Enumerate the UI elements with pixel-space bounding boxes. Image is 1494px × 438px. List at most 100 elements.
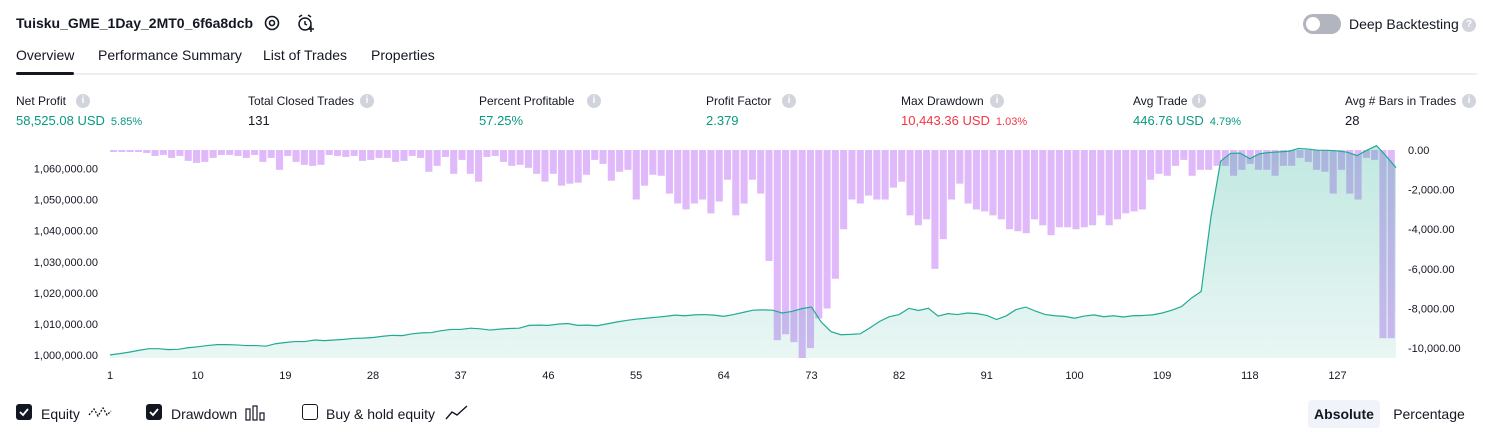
drawdown-bar bbox=[765, 150, 773, 261]
x-axis-tick-label: 118 bbox=[1241, 370, 1259, 382]
drawdown-bar bbox=[632, 150, 640, 200]
info-icon[interactable]: i bbox=[76, 94, 90, 108]
info-icon[interactable]: i bbox=[1462, 94, 1476, 108]
drawdown-bar bbox=[143, 150, 151, 153]
stat-net-profit-value: 58,525.08 USD 5.85% bbox=[16, 113, 142, 128]
tab-performance-summary[interactable]: Performance Summary bbox=[98, 47, 242, 63]
help-icon[interactable]: ? bbox=[1462, 18, 1476, 32]
equity-axis-tick-label: 1,020,000.00 bbox=[34, 288, 98, 300]
drawdown-bar bbox=[757, 150, 765, 194]
drawdown-bar bbox=[416, 150, 425, 158]
info-icon[interactable]: i bbox=[782, 94, 796, 108]
drawdown-bar bbox=[1089, 150, 1097, 226]
toggle-knob bbox=[1306, 17, 1320, 31]
drawdown-bar bbox=[1022, 150, 1030, 234]
drawdown-bar bbox=[582, 150, 591, 175]
drawdown-bar bbox=[499, 150, 508, 162]
drawdown-bar bbox=[981, 150, 989, 212]
drawdown-bar bbox=[475, 150, 483, 182]
absolute-button[interactable]: Absolute bbox=[1308, 400, 1380, 428]
drawdown-bar bbox=[840, 150, 848, 230]
stat-net-profit-label: Net Profit bbox=[16, 94, 67, 108]
drawdown-bar bbox=[699, 150, 707, 200]
stat-avg-trade-label: Avg Trade bbox=[1133, 94, 1188, 108]
equity-axis-tick-label: 1,040,000.00 bbox=[34, 226, 98, 238]
drawdown-bar bbox=[1047, 150, 1055, 236]
drawdown-bar bbox=[815, 150, 823, 319]
avg-trade-amount: 446.76 USD bbox=[1133, 113, 1204, 128]
drawdown-bar bbox=[591, 150, 599, 160]
drawdown-bar bbox=[1130, 150, 1138, 212]
equity-axis-tick-label: 1,060,000.00 bbox=[34, 164, 98, 176]
drawdown-bar bbox=[226, 150, 234, 155]
drawdown-bar bbox=[483, 150, 491, 157]
drawdown-bar bbox=[1147, 150, 1155, 180]
drawdown-bar bbox=[558, 150, 566, 186]
net-profit-percent: 5.85% bbox=[110, 116, 143, 128]
drawdown-bar bbox=[1064, 150, 1072, 228]
drawdown-bar bbox=[441, 150, 449, 157]
drawdown-bar bbox=[682, 150, 690, 210]
info-icon[interactable]: i bbox=[1192, 94, 1206, 108]
wave-icon bbox=[88, 403, 112, 428]
stat-percent-profitable-value: 57.25% bbox=[479, 113, 524, 128]
buy-hold-checkbox[interactable] bbox=[302, 404, 318, 420]
avg-trade-percent: 4.79% bbox=[1209, 116, 1242, 128]
alarm-add-icon[interactable] bbox=[296, 13, 316, 33]
drawdown-bar bbox=[865, 150, 873, 196]
drawdown-bar bbox=[906, 150, 914, 216]
drawdown-bar bbox=[533, 150, 541, 174]
drawdown-bar bbox=[134, 150, 142, 152]
equity-axis-tick-label: 1,010,000.00 bbox=[34, 319, 98, 331]
drawdown-checkbox[interactable] bbox=[146, 404, 162, 420]
equity-drawdown-chart[interactable]: 1,000,000.00 1,010,000.00 1,020,000.00 1,03… bbox=[0, 140, 1494, 396]
drawdown-bar bbox=[782, 150, 790, 335]
drawdown-bar bbox=[342, 150, 350, 157]
x-axis-tick-label: 46 bbox=[542, 370, 554, 382]
drawdown-bar bbox=[939, 150, 947, 240]
x-axis-tick-label: 82 bbox=[893, 370, 905, 382]
drawdown-bar bbox=[972, 150, 980, 210]
drawdown-bar bbox=[831, 150, 839, 279]
drawdown-bar bbox=[192, 150, 201, 163]
stat-total-closed-trades-label: Total Closed Trades bbox=[248, 94, 355, 108]
drawdown-axis-tick-label: -8,000.00 bbox=[1408, 304, 1454, 316]
equity-checkbox[interactable] bbox=[16, 404, 32, 420]
drawdown-bar bbox=[292, 150, 300, 162]
drawdown-legend-label: Drawdown bbox=[171, 406, 238, 422]
drawdown-bar bbox=[159, 150, 167, 155]
tab-list-of-trades[interactable]: List of Trades bbox=[263, 47, 348, 63]
info-icon[interactable]: i bbox=[587, 94, 601, 108]
drawdown-bar bbox=[541, 150, 549, 182]
equity-axis-tick-label: 1,000,000.00 bbox=[34, 350, 98, 362]
drawdown-bar bbox=[773, 150, 781, 341]
drawdown-bar bbox=[1055, 150, 1063, 228]
drawdown-bar bbox=[898, 150, 906, 182]
drawdown-bar bbox=[715, 150, 723, 202]
tab-properties[interactable]: Properties bbox=[371, 47, 435, 63]
drawdown-bar bbox=[748, 150, 756, 180]
drawdown-bar bbox=[126, 150, 134, 152]
deep-backtesting-toggle[interactable] bbox=[1303, 14, 1341, 34]
drawdown-bar bbox=[1080, 150, 1088, 228]
buy-hold-legend-label: Buy & hold equity bbox=[326, 406, 435, 422]
drawdown-bar bbox=[1006, 150, 1014, 230]
drawdown-bar bbox=[790, 150, 798, 343]
percentage-button[interactable]: Percentage bbox=[1393, 406, 1465, 422]
info-icon[interactable]: i bbox=[990, 94, 1004, 108]
equity-area bbox=[110, 145, 1396, 358]
drawdown-axis-tick-label: -4,000.00 bbox=[1408, 224, 1454, 236]
x-axis-tick-label: 19 bbox=[279, 370, 291, 382]
drawdown-bar bbox=[1180, 150, 1188, 160]
gear-icon[interactable] bbox=[262, 13, 282, 33]
drawdown-bar bbox=[649, 150, 657, 175]
drawdown-bar bbox=[1171, 150, 1180, 166]
drawdown-bar bbox=[989, 150, 997, 216]
drawdown-bar bbox=[1155, 150, 1163, 174]
drawdown-bar bbox=[889, 150, 897, 188]
drawdown-bar bbox=[201, 150, 209, 162]
info-icon[interactable]: i bbox=[360, 94, 374, 108]
tab-overview[interactable]: Overview bbox=[16, 47, 75, 63]
x-axis-tick-label: 28 bbox=[367, 370, 379, 382]
drawdown-bar bbox=[284, 150, 292, 156]
